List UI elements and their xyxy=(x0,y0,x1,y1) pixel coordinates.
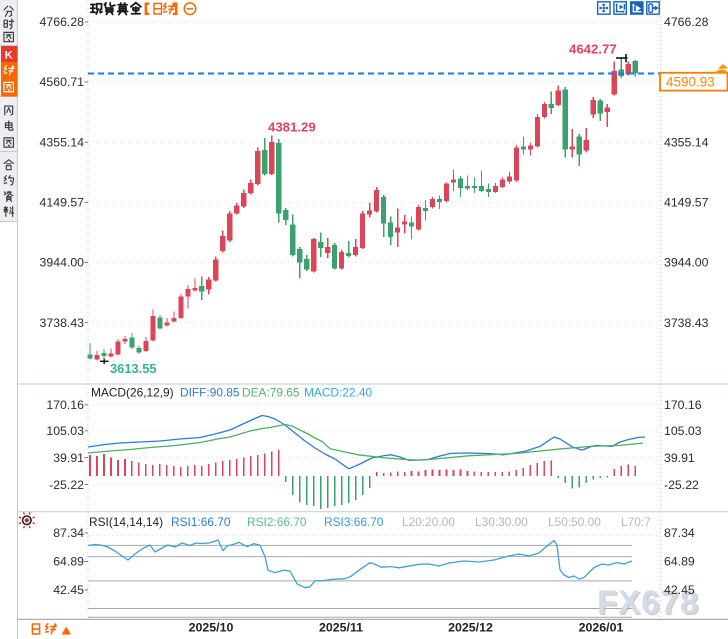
svg-text:4355.14: 4355.14 xyxy=(40,136,85,150)
svg-text:FX678: FX678 xyxy=(599,585,701,622)
svg-text:42.45: 42.45 xyxy=(53,583,84,597)
svg-text:DIFF:90.85: DIFF:90.85 xyxy=(180,386,240,400)
svg-text:L70:7: L70:7 xyxy=(621,515,651,529)
svg-text:4766.28: 4766.28 xyxy=(40,15,85,29)
svg-text:87.34: 87.34 xyxy=(664,526,695,540)
svg-text:MACD:22.40: MACD:22.40 xyxy=(304,386,372,400)
svg-text:105.03: 105.03 xyxy=(46,424,84,438)
svg-text:-25.22: -25.22 xyxy=(664,478,699,492)
svg-text:4590.93: 4590.93 xyxy=(666,75,715,90)
svg-text:-25.22: -25.22 xyxy=(49,478,84,492)
svg-text:64.89: 64.89 xyxy=(664,555,695,569)
svg-text:64.89: 64.89 xyxy=(53,555,84,569)
svg-text:RSI3:66.70: RSI3:66.70 xyxy=(324,515,384,529)
svg-text:RSI2:66.70: RSI2:66.70 xyxy=(247,515,307,529)
svg-text:3613.55: 3613.55 xyxy=(110,361,157,376)
svg-text:4766.28: 4766.28 xyxy=(664,15,709,29)
svg-text:4560.71: 4560.71 xyxy=(40,75,85,89)
svg-text:170.16: 170.16 xyxy=(46,398,84,412)
svg-text:3738.43: 3738.43 xyxy=(40,316,85,330)
svg-text:2025/10: 2025/10 xyxy=(189,621,234,635)
svg-text:42.45: 42.45 xyxy=(664,583,695,597)
svg-text:170.16: 170.16 xyxy=(664,398,702,412)
svg-text:3944.00: 3944.00 xyxy=(40,256,85,270)
svg-text:L50:50.00: L50:50.00 xyxy=(548,515,601,529)
svg-text:L30:30.00: L30:30.00 xyxy=(475,515,528,529)
svg-text:DEA:79.65: DEA:79.65 xyxy=(242,386,300,400)
svg-text:4381.29: 4381.29 xyxy=(268,120,316,135)
svg-text:4149.57: 4149.57 xyxy=(664,196,709,210)
svg-text:FX678: FX678 xyxy=(597,584,699,621)
svg-text:105.03: 105.03 xyxy=(664,424,702,438)
svg-text:39.91: 39.91 xyxy=(53,451,84,465)
svg-text:4355.14: 4355.14 xyxy=(664,136,709,150)
svg-text:2025/11: 2025/11 xyxy=(319,621,363,635)
svg-text:39.91: 39.91 xyxy=(664,451,695,465)
svg-text:4149.57: 4149.57 xyxy=(40,196,85,210)
svg-text:2026/01: 2026/01 xyxy=(579,621,624,635)
svg-text:MACD(26,12,9): MACD(26,12,9) xyxy=(91,386,174,400)
svg-text:L20:20.00: L20:20.00 xyxy=(402,515,455,529)
svg-text:RSI1:66.70: RSI1:66.70 xyxy=(171,515,231,529)
svg-text:3738.43: 3738.43 xyxy=(664,316,709,330)
svg-text:3944.00: 3944.00 xyxy=(664,256,709,270)
svg-text:RSI(14,14,14): RSI(14,14,14) xyxy=(89,515,163,529)
svg-text:4642.77: 4642.77 xyxy=(569,42,617,57)
svg-text:2025/12: 2025/12 xyxy=(448,621,493,635)
svg-text:87.34: 87.34 xyxy=(53,526,84,540)
svg-text:K: K xyxy=(5,50,13,62)
